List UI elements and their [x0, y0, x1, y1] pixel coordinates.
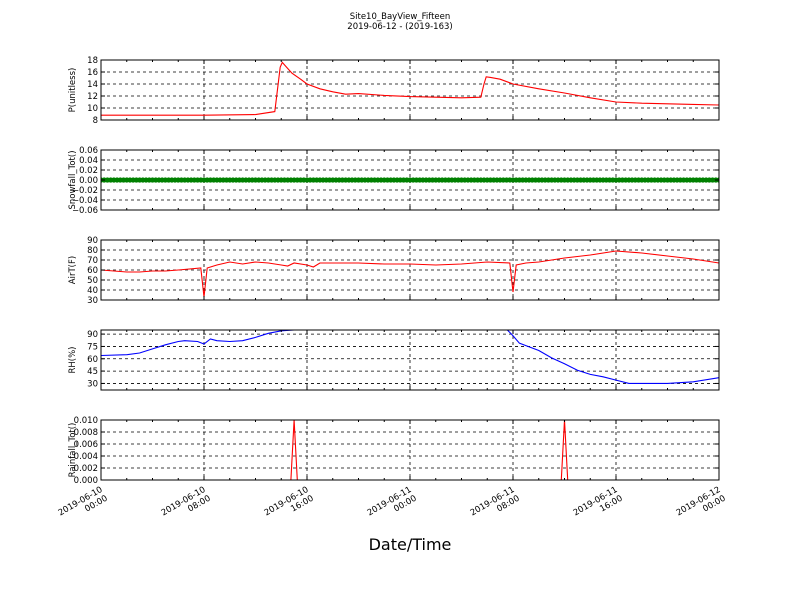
y-axis-label: AirT(F) [68, 256, 78, 284]
y-tick-label: 30 [87, 379, 98, 389]
y-axis-label: P(unitless) [68, 68, 78, 113]
panel-2: −0.06−0.04−0.020.000.020.040.06Snowfall_… [68, 146, 720, 216]
x-axis-label: Date/Time [369, 535, 452, 554]
y-tick-label: 0.010 [74, 416, 98, 426]
y-tick-label: 60 [87, 266, 98, 276]
y-tick-label: 90 [87, 236, 98, 246]
y-tick-label: 18 [87, 56, 98, 66]
y-tick-label: −0.04 [72, 196, 98, 206]
y-tick-label: 45 [87, 367, 98, 377]
y-tick-label: 60 [87, 355, 98, 365]
y-tick-label: 8 [93, 116, 98, 126]
chart-subtitle: 2019-06-12 - (2019-163) [347, 22, 452, 32]
series-line [506, 330, 719, 384]
chart-panels: 81012141618P(unitless)−0.06−0.04−0.020.0… [68, 56, 720, 486]
y-axis-label: RH(%) [68, 346, 78, 373]
y-tick-label: 0.004 [74, 452, 98, 462]
y-tick-label: 75 [87, 342, 98, 352]
chart-title: Site10_BayView_Fifteen [350, 12, 451, 22]
y-tick-label: 0.000 [74, 476, 98, 486]
y-tick-label: 10 [87, 104, 98, 114]
y-tick-label: 0.00 [79, 176, 98, 186]
y-tick-label: 0.06 [79, 146, 98, 156]
panel-4: 30 45 60 75 90 RH(%) [68, 329, 720, 391]
y-tick-label: 30 [87, 296, 98, 306]
y-tick-label: 80 [87, 246, 98, 256]
y-tick-label: 14 [87, 80, 98, 90]
y-tick-label: 0.002 [74, 464, 98, 474]
series-line [101, 420, 719, 480]
y-tick-label: 16 [87, 68, 98, 78]
series-line [101, 61, 719, 116]
y-tick-label: 0.008 [74, 428, 98, 438]
y-tick-label: 70 [87, 256, 98, 266]
y-tick-label: 90 [87, 330, 98, 340]
panel-1: 8 10 12 14 16 18 P(unitless) [68, 56, 720, 126]
y-tick-label: −0.06 [72, 206, 98, 216]
y-tick-label: 0.04 [79, 156, 98, 166]
y-axis-label: Rainfall_Tot() [68, 423, 78, 478]
panel-5: 0.000 0.002 0.004 0.006 0.008 0.010Rainfall_T… [68, 416, 720, 486]
y-tick-label: 40 [87, 286, 98, 296]
series-line [101, 250, 719, 298]
y-tick-label: 0.006 [74, 440, 98, 450]
y-tick-label: 0.02 [79, 166, 98, 176]
y-tick-label: 12 [87, 92, 98, 102]
y-tick-label: 50 [87, 276, 98, 286]
series-line [101, 330, 316, 357]
y-tick-label: −0.02 [72, 186, 98, 196]
y-axis-label: Snowfall_Tot() [68, 150, 78, 209]
